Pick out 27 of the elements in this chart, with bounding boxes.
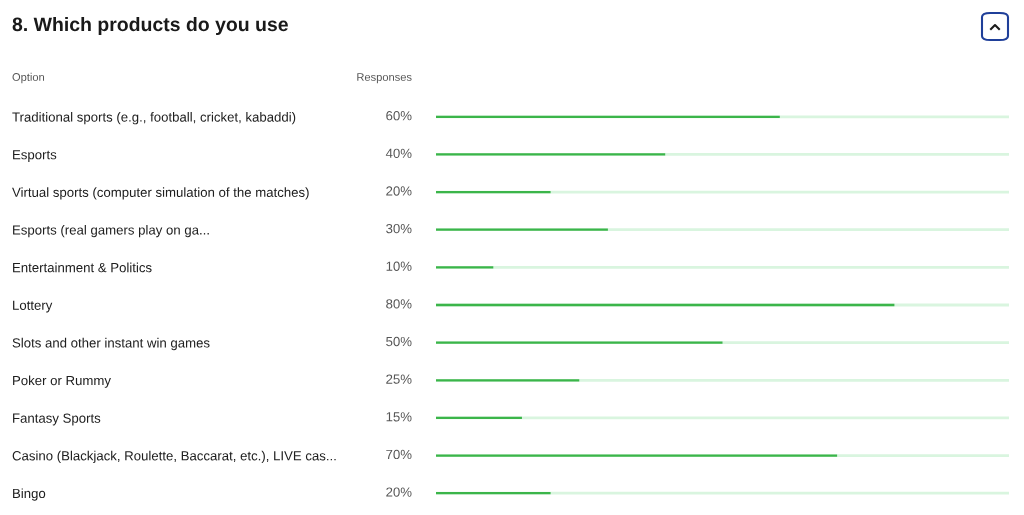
data-label: 10% xyxy=(386,261,412,271)
y-tick-label: Esports xyxy=(13,150,57,162)
data-label: 15% xyxy=(386,412,412,422)
text: Option xyxy=(12,72,45,84)
y-tick-label: Lottery xyxy=(13,300,53,313)
data-label: 25% xyxy=(386,374,412,384)
y-tick-label: Entertainment & Politics xyxy=(13,262,152,273)
y-tick-label: Virtual sports (computer simulation of the matches) xyxy=(12,187,309,200)
data-label: 20% xyxy=(386,186,412,196)
data-label: 70% xyxy=(386,449,412,460)
bar xyxy=(436,153,666,156)
y-tick-label: Casino (Blackjack, Roulette, Baccarat, etc.), LIVE cas... xyxy=(12,450,336,464)
y-tick-label: Slots and other instant win games xyxy=(12,337,210,351)
data-label: 50% xyxy=(386,336,412,347)
data-label: 80% xyxy=(386,299,412,309)
data-label: 30% xyxy=(386,223,412,234)
y-tick-label: Fantasy Sports xyxy=(13,413,101,426)
data-label: 60% xyxy=(386,111,412,121)
text: 8. Which products do you use xyxy=(12,16,288,36)
y-tick-label: Esports (real gamers play on ga... xyxy=(13,224,209,238)
text: Responses xyxy=(357,73,412,84)
bar xyxy=(436,454,838,457)
y-tick-label: Traditional sports (e.g., football, cricket, kabaddi) xyxy=(12,112,296,125)
y-tick-label: Bingo xyxy=(13,488,46,501)
y-tick-label: Poker or Rummy xyxy=(13,375,111,388)
data-label: 20% xyxy=(386,487,412,497)
data-label: 40% xyxy=(385,148,412,158)
